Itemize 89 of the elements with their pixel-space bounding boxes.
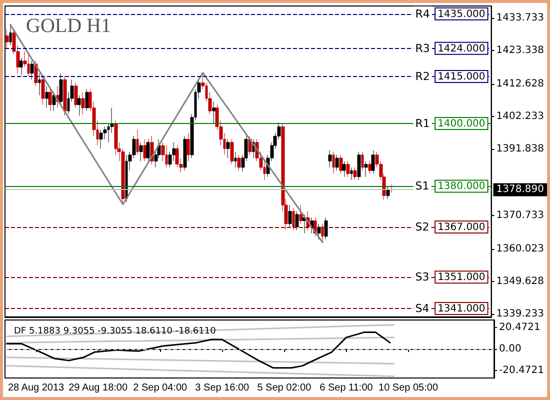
annotation: S4 — [415, 302, 430, 315]
candlestick — [361, 151, 364, 171]
x-tick-label: 6 Sep 11:00 — [320, 382, 374, 394]
y-tick-label: 0.00 — [499, 344, 522, 354]
candlestick — [99, 130, 103, 149]
candlestick — [288, 204, 292, 228]
candlestick — [27, 54, 30, 77]
annotation: R4 — [415, 7, 430, 20]
annotation: S3 — [415, 270, 430, 284]
candlestick — [342, 160, 346, 178]
candlestick — [38, 73, 41, 96]
candlestick — [386, 186, 390, 200]
ref-line-label: 1415.000 — [438, 72, 486, 83]
ref-line-label: 1400.000 — [438, 118, 486, 130]
ref-line-label: 1435.000 — [438, 8, 486, 20]
y-tick-label: 1349.628 — [496, 276, 544, 287]
candlestick — [364, 160, 368, 178]
candlestick — [77, 95, 81, 116]
candlestick — [371, 150, 375, 174]
candlestick — [292, 208, 295, 230]
candlestick — [226, 138, 230, 158]
candlestick — [324, 217, 328, 240]
x-tick-label: 28 Aug 2013 — [8, 382, 65, 394]
x-tick-label: 3 Sep 16:00 — [195, 382, 250, 394]
candlestick — [302, 214, 306, 234]
candlestick — [186, 132, 190, 162]
y-tick-label: -20.4721 — [499, 365, 544, 376]
candlestick — [146, 138, 150, 162]
candlestick — [335, 154, 339, 171]
annotation: R1 — [415, 117, 430, 130]
candlestick — [45, 86, 49, 108]
candlestick — [321, 224, 324, 243]
candlestick — [59, 73, 63, 105]
ref-line-label: 1378.890 — [496, 184, 544, 196]
candlestick — [5, 29, 9, 49]
annotation: R3 — [415, 42, 430, 55]
candlestick — [74, 82, 78, 108]
candlestick — [339, 154, 343, 174]
y-tick-label: 20.4721 — [499, 322, 540, 333]
candlestick — [299, 204, 303, 224]
y-tick-label: 1391.838 — [496, 144, 544, 155]
candlestick — [165, 145, 168, 168]
annotation: S2 — [415, 220, 430, 234]
candlestick — [63, 76, 67, 116]
chart-title: GOLD H1 — [26, 15, 111, 37]
candlestick — [81, 92, 85, 114]
candlestick — [234, 151, 237, 168]
candlestick — [353, 167, 357, 180]
candlestick — [41, 76, 45, 105]
x-tick-label: 10 Sep 05:00 — [378, 382, 438, 394]
x-tick-label: 2 Sep 04:00 — [133, 382, 188, 394]
annotation: R2 — [415, 70, 430, 84]
text: DF 5.1883 9.3055 -9.3055 18.6110 -18.6110 — [14, 326, 216, 336]
candlestick — [19, 57, 23, 76]
candlestick — [357, 151, 361, 180]
annotation: S1 — [415, 180, 430, 193]
candlestick — [237, 154, 241, 171]
candlestick — [85, 88, 89, 112]
candlestick — [143, 138, 147, 162]
candlestick — [328, 150, 332, 168]
candlestick — [295, 211, 299, 230]
candlestick — [139, 142, 143, 162]
x-tick-label: 29 Aug 18:00 — [68, 382, 128, 394]
ref-line-label: 1351.000 — [438, 272, 486, 284]
candlestick — [230, 138, 234, 165]
y-tick-label: 1360.023 — [496, 243, 544, 254]
candlestick — [125, 154, 128, 202]
candlestick — [136, 130, 139, 156]
y-tick-label: 1339.233 — [496, 308, 544, 320]
candlestick — [346, 160, 350, 178]
candlestick — [183, 136, 187, 171]
candlestick — [30, 60, 34, 80]
candlestick — [212, 101, 216, 124]
y-tick-label: 1370.733 — [496, 210, 544, 221]
x-tick-label: 5 Sep 02:00 — [257, 382, 312, 394]
candlestick — [368, 160, 372, 174]
y-tick-label: 1433.733 — [496, 12, 544, 24]
candlestick — [52, 92, 56, 112]
candlestick — [48, 88, 52, 112]
y-tick-label: 1412.628 — [496, 78, 544, 90]
ref-line-label: 1380.000 — [438, 181, 486, 192]
ref-line-label: 1341.000 — [438, 303, 486, 314]
y-tick-label: 1402.233 — [496, 111, 544, 122]
ref-line-label: 1367.000 — [438, 222, 486, 233]
candlestick — [332, 151, 335, 174]
candlestick — [350, 167, 353, 180]
candlestick — [9, 24, 12, 46]
y-tick-label: 1423.338 — [496, 44, 544, 56]
ref-line-label: 1424.000 — [438, 43, 486, 54]
